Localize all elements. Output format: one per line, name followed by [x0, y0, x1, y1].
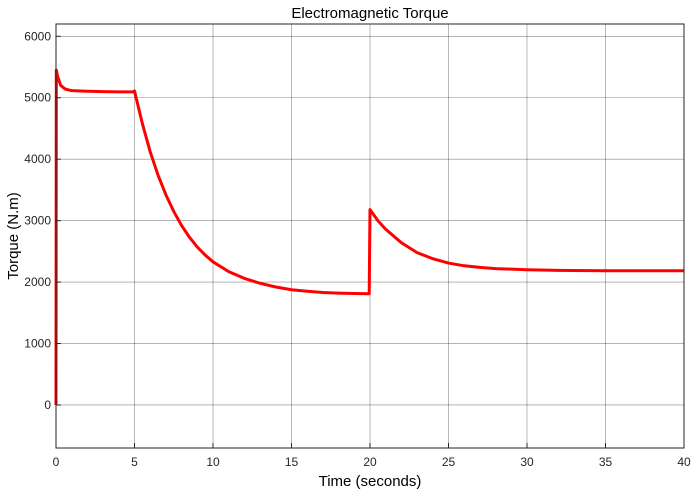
y-tick-label: 5000 — [24, 91, 51, 105]
x-tick-label: 15 — [285, 455, 299, 469]
y-tick-label: 2000 — [24, 275, 51, 289]
x-tick-label: 20 — [363, 455, 377, 469]
tick-layer: 0 5 10 15 20 25 30 35 40 0 1000 2000 3000 4000 5000 600… — [24, 29, 691, 469]
y-tick-label: 3000 — [24, 214, 51, 228]
x-tick-label: 5 — [131, 455, 138, 469]
y-tick-label: 6000 — [24, 29, 51, 43]
series-line — [54, 68, 684, 405]
x-tick-label: 25 — [442, 455, 456, 469]
y-tick-label: 1000 — [24, 337, 51, 351]
y-tick-label: 0 — [44, 398, 51, 412]
y-tick-label: 4000 — [24, 152, 51, 166]
chart-title: Electromagnetic Torque — [291, 5, 448, 22]
x-tick-label: 10 — [206, 455, 220, 469]
x-tick-label: 30 — [520, 455, 534, 469]
x-tick-label: 35 — [599, 455, 613, 469]
series-layer — [54, 68, 684, 405]
x-tick-label: 0 — [53, 455, 60, 469]
y-axis-label: Torque (N.m) — [5, 192, 22, 280]
x-axis-label: Time (seconds) — [319, 473, 422, 490]
x-tick-label: 40 — [677, 455, 691, 469]
